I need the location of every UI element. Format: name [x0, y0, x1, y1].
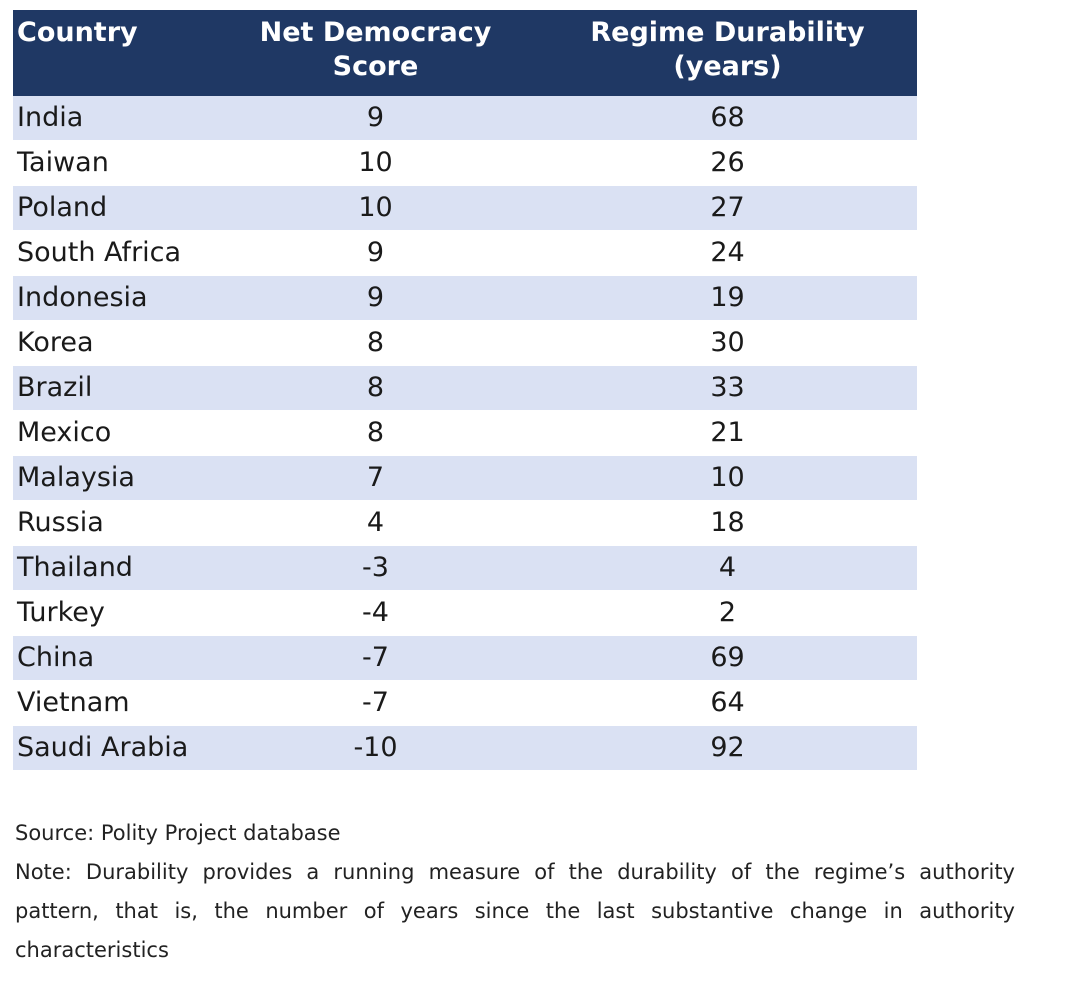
country-cell: Russia: [13, 500, 213, 546]
table-row: Saudi Arabia -10 92: [13, 725, 917, 771]
net-democracy-score-cell: 8: [213, 410, 538, 456]
regime-durability-cell: 27: [538, 185, 917, 231]
regime-durability-cell: 69: [538, 635, 917, 681]
table-row: Taiwan 10 26: [13, 140, 917, 186]
regime-durability-cell: 21: [538, 410, 917, 456]
table-row: Indonesia 9 19: [13, 275, 917, 321]
table-row: Malaysia 7 10: [13, 455, 917, 501]
regime-durability-cell: 18: [538, 500, 917, 546]
regime-durability-cell: 68: [538, 96, 917, 141]
country-cell: Malaysia: [13, 455, 213, 501]
country-cell: Brazil: [13, 365, 213, 411]
table-body: India 9 68 Taiwan 10 26 Poland 10 27 South Africa…: [13, 96, 917, 771]
regime-durability-cell: 10: [538, 455, 917, 501]
table-row: Brazil 8 33: [13, 365, 917, 411]
regime-durability-cell: 30: [538, 320, 917, 366]
net-democracy-score-cell: -7: [213, 635, 538, 681]
regime-durability-cell: 26: [538, 140, 917, 186]
header-row: Country Net Democracy Score Regime Durab…: [13, 10, 917, 96]
table-notes: Source: Polity Project database Note: Du…: [15, 814, 1015, 970]
net-democracy-score-cell: 7: [213, 455, 538, 501]
country-cell: China: [13, 635, 213, 681]
header-country: Country: [13, 10, 213, 96]
header-regime-durability-line2: (years): [673, 51, 782, 82]
header-regime-durability-line1: Regime Durability: [590, 17, 865, 48]
regime-durability-cell: 64: [538, 680, 917, 726]
table-row: India 9 68: [13, 96, 917, 141]
regime-durability-cell: 2: [538, 590, 917, 636]
net-democracy-score-cell: 10: [213, 185, 538, 231]
table-row: Vietnam -7 64: [13, 680, 917, 726]
country-cell: South Africa: [13, 230, 213, 276]
net-democracy-score-cell: 9: [213, 230, 538, 276]
net-democracy-score-cell: 9: [213, 275, 538, 321]
country-cell: Mexico: [13, 410, 213, 456]
country-cell: Indonesia: [13, 275, 213, 321]
regime-durability-cell: 24: [538, 230, 917, 276]
net-democracy-score-cell: -3: [213, 545, 538, 591]
regime-durability-cell: 19: [538, 275, 917, 321]
net-democracy-score-cell: 10: [213, 140, 538, 186]
table-row: Mexico 8 21: [13, 410, 917, 456]
header-net-democracy-score: Net Democracy Score: [213, 10, 538, 96]
net-democracy-score-cell: 9: [213, 96, 538, 141]
net-democracy-score-cell: -4: [213, 590, 538, 636]
country-cell: Korea: [13, 320, 213, 366]
table-row: Thailand -3 4: [13, 545, 917, 591]
country-cell: Poland: [13, 185, 213, 231]
source-note: Source: Polity Project database: [15, 821, 341, 845]
country-cell: Thailand: [13, 545, 213, 591]
table-row: Korea 8 30: [13, 320, 917, 366]
net-democracy-score-cell: 8: [213, 365, 538, 411]
table-row: China -7 69: [13, 635, 917, 681]
table-row: South Africa 9 24: [13, 230, 917, 276]
table-row: Turkey -4 2: [13, 590, 917, 636]
net-democracy-score-cell: 8: [213, 320, 538, 366]
regime-table: Country Net Democracy Score Regime Durab…: [13, 10, 917, 771]
table-header: Country Net Democracy Score Regime Durab…: [13, 10, 917, 96]
country-cell: Vietnam: [13, 680, 213, 726]
regime-durability-cell: 92: [538, 725, 917, 771]
header-regime-durability: Regime Durability (years): [538, 10, 917, 96]
country-cell: Saudi Arabia: [13, 725, 213, 771]
table-row: Russia 4 18: [13, 500, 917, 546]
country-cell: Turkey: [13, 590, 213, 636]
net-democracy-score-cell: -10: [213, 725, 538, 771]
regime-durability-cell: 4: [538, 545, 917, 591]
durability-note: Note: Durability provides a running meas…: [15, 860, 1015, 962]
net-democracy-score-cell: -7: [213, 680, 538, 726]
net-democracy-score-cell: 4: [213, 500, 538, 546]
regime-durability-cell: 33: [538, 365, 917, 411]
table-row: Poland 10 27: [13, 185, 917, 231]
country-cell: India: [13, 96, 213, 141]
country-cell: Taiwan: [13, 140, 213, 186]
